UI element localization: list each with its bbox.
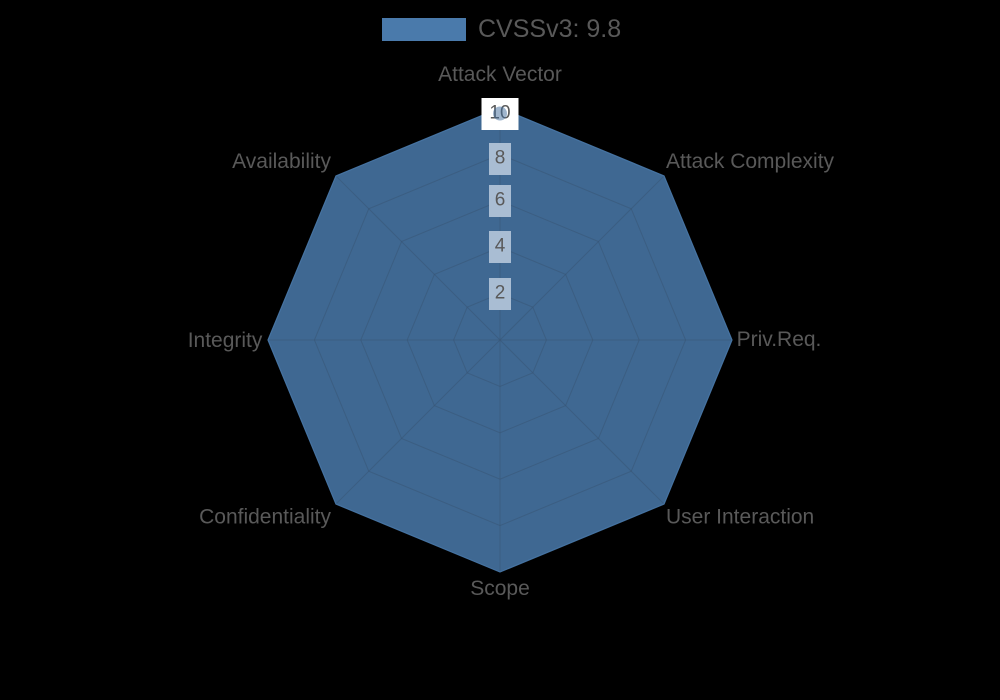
svg-text:Attack Complexity: Attack Complexity xyxy=(666,150,835,173)
svg-text:4: 4 xyxy=(495,236,506,257)
svg-text:Priv.Req.: Priv.Req. xyxy=(737,328,822,351)
svg-text:CVSSv3: 9.8: CVSSv3: 9.8 xyxy=(478,15,621,43)
svg-text:Confidentiality: Confidentiality xyxy=(199,506,331,529)
svg-text:User Interaction: User Interaction xyxy=(666,506,814,529)
svg-text:8: 8 xyxy=(495,148,506,169)
svg-text:2: 2 xyxy=(495,283,506,304)
svg-text:Attack Vector: Attack Vector xyxy=(438,63,562,86)
svg-text:Availability: Availability xyxy=(232,150,331,173)
svg-text:Scope: Scope xyxy=(470,577,530,600)
svg-text:Integrity: Integrity xyxy=(188,329,263,352)
svg-text:6: 6 xyxy=(495,190,506,211)
